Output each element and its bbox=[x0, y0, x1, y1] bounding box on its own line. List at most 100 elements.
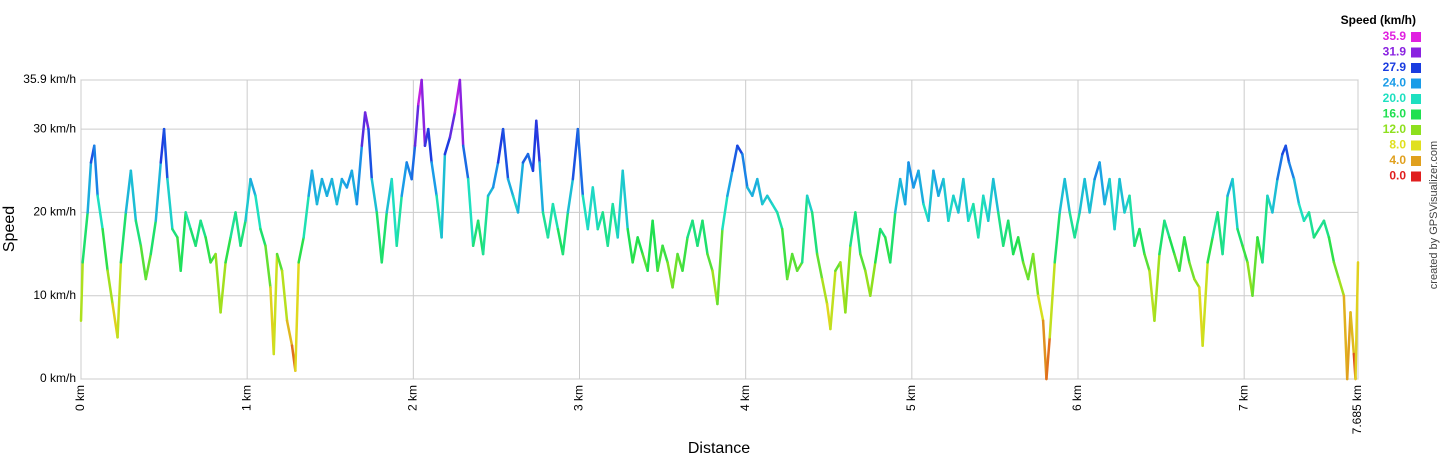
speed-segment bbox=[199, 219, 207, 239]
speed-segment bbox=[535, 119, 541, 164]
speed-segment bbox=[551, 202, 560, 231]
speed-segment bbox=[1068, 211, 1076, 239]
speed-segment bbox=[805, 194, 814, 214]
speed-segment bbox=[139, 244, 148, 281]
legend-swatch bbox=[1411, 94, 1421, 104]
speed-segment bbox=[285, 319, 294, 347]
speed-segment bbox=[942, 177, 950, 223]
speed-segment bbox=[448, 111, 457, 139]
speed-segment bbox=[1271, 177, 1279, 214]
speed-segment bbox=[1118, 177, 1126, 214]
legend-label: 20.0 bbox=[1383, 91, 1407, 105]
speed-segment bbox=[249, 177, 257, 198]
speed-segment bbox=[294, 261, 300, 372]
speed-segment bbox=[849, 211, 857, 247]
speed-segment bbox=[1287, 161, 1296, 181]
speed-segment bbox=[254, 194, 262, 231]
speed-segment bbox=[440, 152, 447, 239]
speed-segment bbox=[771, 202, 779, 214]
speed-segment bbox=[375, 211, 384, 264]
speed-segment bbox=[1058, 177, 1066, 214]
speed-segment bbox=[1201, 261, 1209, 347]
speed-segment bbox=[661, 244, 669, 264]
speed-segment bbox=[666, 261, 674, 289]
speed-segment bbox=[162, 127, 169, 181]
speed-segment bbox=[656, 244, 664, 272]
speed-segment bbox=[721, 194, 729, 231]
speed-segment bbox=[1322, 219, 1331, 239]
speed-segment bbox=[1251, 236, 1259, 297]
speed-segment bbox=[1031, 252, 1040, 297]
speed-segment bbox=[1108, 177, 1116, 231]
speed-segment bbox=[204, 236, 212, 264]
speed-segment bbox=[947, 194, 955, 223]
speed-segment bbox=[420, 78, 427, 148]
speed-segment bbox=[556, 227, 565, 256]
x-tick-label: 1 km bbox=[239, 385, 253, 411]
speed-segment bbox=[154, 161, 163, 223]
credit: created by GPSVisualizer.com bbox=[1428, 141, 1440, 289]
speed-segment bbox=[681, 236, 689, 272]
speed-segment bbox=[1246, 261, 1254, 297]
speed-segment bbox=[1236, 227, 1244, 247]
speed-segment bbox=[893, 177, 902, 214]
speed-segment bbox=[149, 219, 158, 256]
speed-segment bbox=[566, 177, 575, 214]
speed-segment bbox=[129, 169, 138, 223]
speed-segment bbox=[1216, 211, 1224, 256]
y-tick-label: 10 km/h bbox=[33, 288, 76, 302]
speed-segment bbox=[859, 252, 867, 272]
speed-segment bbox=[1211, 211, 1219, 239]
speed-segment bbox=[977, 194, 985, 239]
speed-segment bbox=[1332, 261, 1341, 281]
speed-segment bbox=[179, 211, 187, 272]
speed-segment bbox=[686, 219, 694, 239]
speed-segment bbox=[116, 261, 123, 339]
y-tick-label: 20 km/h bbox=[33, 205, 76, 219]
speed-segment bbox=[410, 144, 417, 181]
speed-segment bbox=[496, 127, 505, 164]
legend-label: 4.0 bbox=[1389, 153, 1406, 167]
speed-segment bbox=[1178, 236, 1186, 272]
speed-segment bbox=[815, 252, 824, 281]
speed-segment bbox=[481, 194, 490, 256]
speed-segment bbox=[576, 127, 585, 198]
speed-segment bbox=[443, 136, 452, 156]
speed-segment bbox=[810, 211, 819, 256]
x-tick-label: 7.685 km bbox=[1350, 385, 1364, 434]
speed-segment bbox=[427, 127, 433, 164]
speed-segment bbox=[854, 211, 862, 256]
speed-segment bbox=[134, 219, 143, 247]
speed-segment bbox=[310, 169, 319, 206]
speed-segment bbox=[957, 177, 965, 214]
speed-segment bbox=[1048, 261, 1056, 339]
speed-segment bbox=[626, 227, 634, 264]
speed-segment bbox=[586, 186, 595, 231]
speed-segment bbox=[320, 177, 329, 198]
speed-segment bbox=[367, 127, 374, 181]
speed-segment bbox=[466, 177, 475, 247]
speed-segment bbox=[1163, 219, 1171, 239]
speed-segment bbox=[1241, 244, 1249, 264]
speed-segment bbox=[1036, 294, 1045, 322]
speed-segment bbox=[601, 211, 610, 247]
speed-segment bbox=[538, 161, 545, 214]
speed-segment bbox=[790, 252, 799, 272]
speed-segment bbox=[879, 227, 887, 239]
speed-segment bbox=[1168, 236, 1176, 256]
speed-segment bbox=[360, 111, 367, 148]
speed-segment bbox=[731, 144, 739, 173]
speed-segment bbox=[1098, 161, 1106, 206]
speed-segment bbox=[119, 211, 128, 264]
y-tick-label: 30 km/h bbox=[33, 121, 76, 135]
speed-segment bbox=[581, 194, 590, 231]
x-tick-label: 0 km bbox=[73, 385, 87, 411]
speed-segment bbox=[927, 169, 935, 223]
speed-segment bbox=[1016, 236, 1025, 264]
speed-segment bbox=[606, 202, 614, 247]
legend-swatch bbox=[1411, 109, 1421, 120]
speed-segment bbox=[171, 227, 179, 239]
x-tick-label: 4 km bbox=[738, 385, 752, 411]
speed-segment bbox=[1021, 261, 1030, 281]
speed-segment bbox=[189, 227, 197, 247]
